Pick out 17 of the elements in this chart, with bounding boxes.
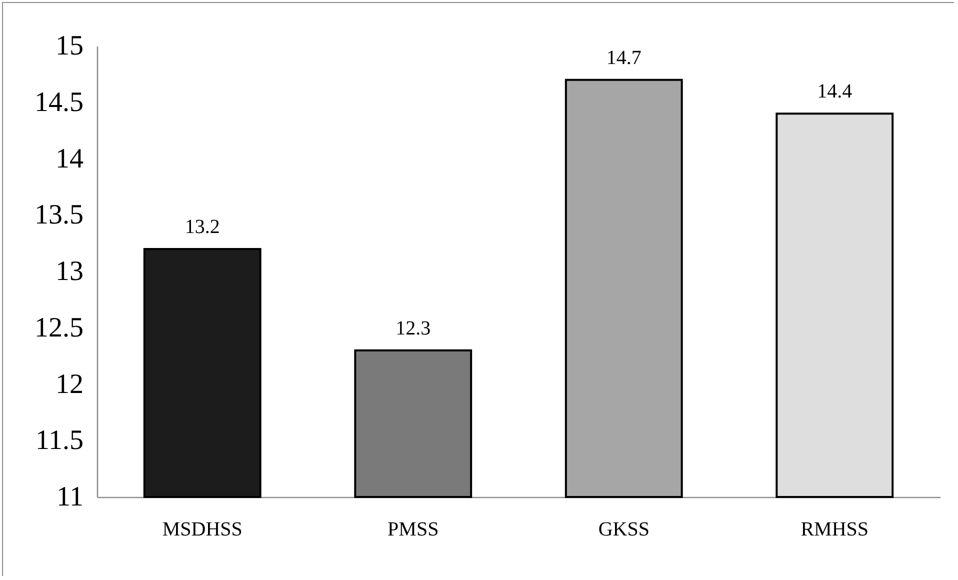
y-tick-label: 11 [56,482,84,512]
y-tick-label: 15 [56,30,84,62]
y-tick-label: 12 [56,368,84,400]
y-tick-label: 11.5 [36,425,84,456]
x-tick-label: MSDHSS [162,518,242,540]
x-tick-label: PMSS [388,518,439,540]
y-tick-label: 14 [56,143,84,174]
y-tick-label: 13 [56,256,84,287]
data-label: 12.3 [396,317,431,340]
data-label: 13.2 [184,216,220,238]
y-tick-label: 13.5 [34,200,84,231]
y-tick-label: 14.5 [34,86,84,118]
data-label: 14.7 [606,46,642,69]
x-tick-label: RMHSS [800,518,869,540]
y-tick-label: 12.5 [34,312,84,344]
x-tick-label: GKSS [598,518,650,540]
data-label: 14.4 [817,80,852,103]
